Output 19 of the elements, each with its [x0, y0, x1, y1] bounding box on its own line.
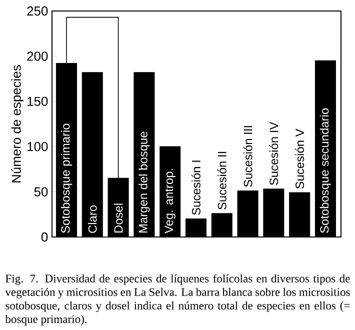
caption: Fig. 7. Diversidad de especies de líquenes folícolas en diversos tipos de vegetación y micrositios en La Selva. La barra blanca sobre los micrositios sotobosque, claros y dosel indica el número total de especies en ellos (= bosque primario).: [5, 274, 350, 326]
x-tick-label: Sucesión III: [243, 126, 252, 187]
y-tick-label: 200: [27, 52, 48, 61]
y-tick-label: 0: [41, 232, 48, 242]
x-tick-label: Claro: [88, 205, 97, 233]
y-tick-label: 50: [34, 187, 48, 196]
x-tick-label: Sucesión II: [217, 152, 226, 210]
x-tick-label: Sucesión I: [192, 160, 200, 215]
x-tick-label: Dosel: [114, 204, 123, 233]
x-tick-label: Sotobosque secundario: [320, 108, 332, 233]
y-axis-title: Número de especies: [11, 65, 24, 182]
x-tick-label: Sotobosque primario: [60, 124, 72, 233]
y-tick-label: 250: [27, 6, 48, 16]
y-tick-label: 100: [28, 142, 48, 152]
y-tick-label: 150: [28, 96, 48, 106]
x-tick-label: Sucesión IV: [269, 122, 278, 186]
x-tick-label: Veg. antrop.: [164, 169, 176, 234]
x-tick-label: Sucesión V: [295, 128, 304, 189]
x-tick-label: Margen del bosque: [138, 132, 150, 233]
